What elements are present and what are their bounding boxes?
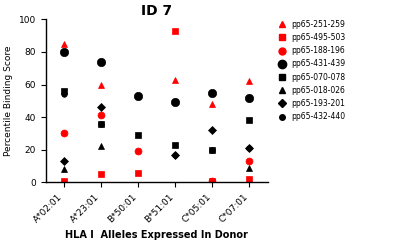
X-axis label: HLA I  Alleles Expressed In Donor: HLA I Alleles Expressed In Donor [66,230,248,240]
Legend: pp65-251-259, pp65-495-503, pp65-188-196, pp65-431-439, pp65-070-078, pp65-018-0: pp65-251-259, pp65-495-503, pp65-188-196… [274,20,346,121]
Title: ID 7: ID 7 [141,4,172,18]
Y-axis label: Percentile Binding Score: Percentile Binding Score [4,46,13,156]
